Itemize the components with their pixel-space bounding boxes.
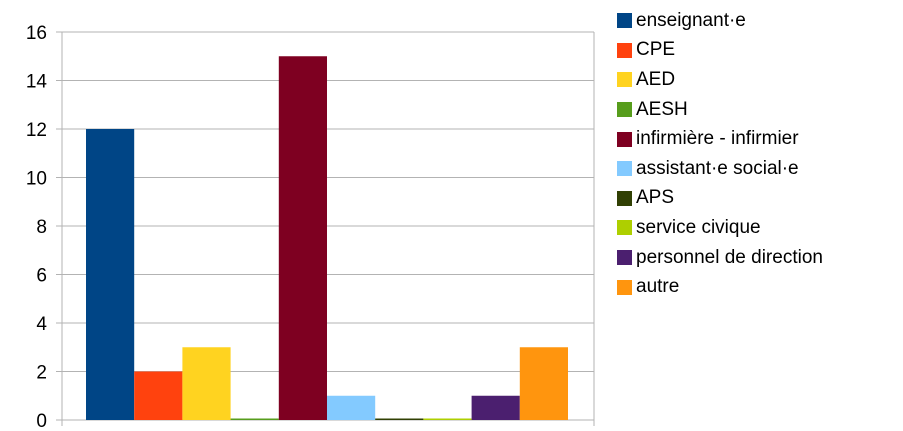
legend: enseignant·e CPE AED AESH infirmière - infir… [617,6,823,302]
legend-item: enseignant·e [617,6,823,36]
legend-item: infirmière - infirmier [617,124,823,154]
bar-8 [423,418,472,420]
legend-label: APS [636,187,675,209]
legend-item: AESH [617,95,823,125]
legend-item: assistant·e social·e [617,154,823,184]
legend-swatch [617,72,632,88]
legend-swatch [617,13,632,29]
legend-label: CPE [636,39,676,61]
legend-label: service civique [636,216,761,238]
legend-swatch [617,279,632,295]
bar-3 [182,347,231,420]
gridlines [62,31,594,421]
legend-label: AED [636,68,676,90]
legend-swatch [617,102,632,118]
legend-item: CPE [617,36,823,66]
y-tick-label: 6 [36,266,47,287]
y-tick-labels: 0 2 4 6 8 10 12 14 16 [26,23,48,431]
legend-item: personnel de direction [617,243,823,273]
legend-item: autre [617,272,823,302]
legend-label: enseignant·e [636,9,746,31]
bar-9 [471,395,520,420]
legend-swatch [617,42,632,58]
bar-4 [230,418,279,420]
y-tick-label: 14 [26,72,48,93]
legend-swatch [617,131,632,147]
y-tick-label: 2 [36,363,47,384]
legend-item: service civique [617,213,823,243]
bars [86,56,568,420]
bar-10 [519,347,568,420]
legend-label: personnel de direction [636,246,823,268]
y-tick-label: 4 [36,314,47,335]
bar-5 [278,56,327,420]
y-tick-label: 8 [36,217,47,238]
legend-item: APS [617,184,823,214]
legend-label: autre [636,276,680,298]
y-tick-label: 10 [26,169,47,190]
legend-swatch [617,220,632,236]
legend-swatch [617,190,632,206]
y-tick-label: 0 [36,411,47,431]
bar-1 [86,129,135,420]
y-tick-label: 16 [26,23,47,44]
legend-swatch [617,161,632,177]
y-tick-label: 12 [26,120,47,141]
bar-6 [327,395,376,420]
legend-item: AED [617,65,823,95]
legend-label: infirmière - infirmier [636,128,799,150]
legend-label: assistant·e social·e [636,157,799,179]
legend-swatch [617,250,632,266]
legend-label: AESH [636,98,688,120]
bar-7 [375,418,424,420]
bar-2 [134,371,183,420]
